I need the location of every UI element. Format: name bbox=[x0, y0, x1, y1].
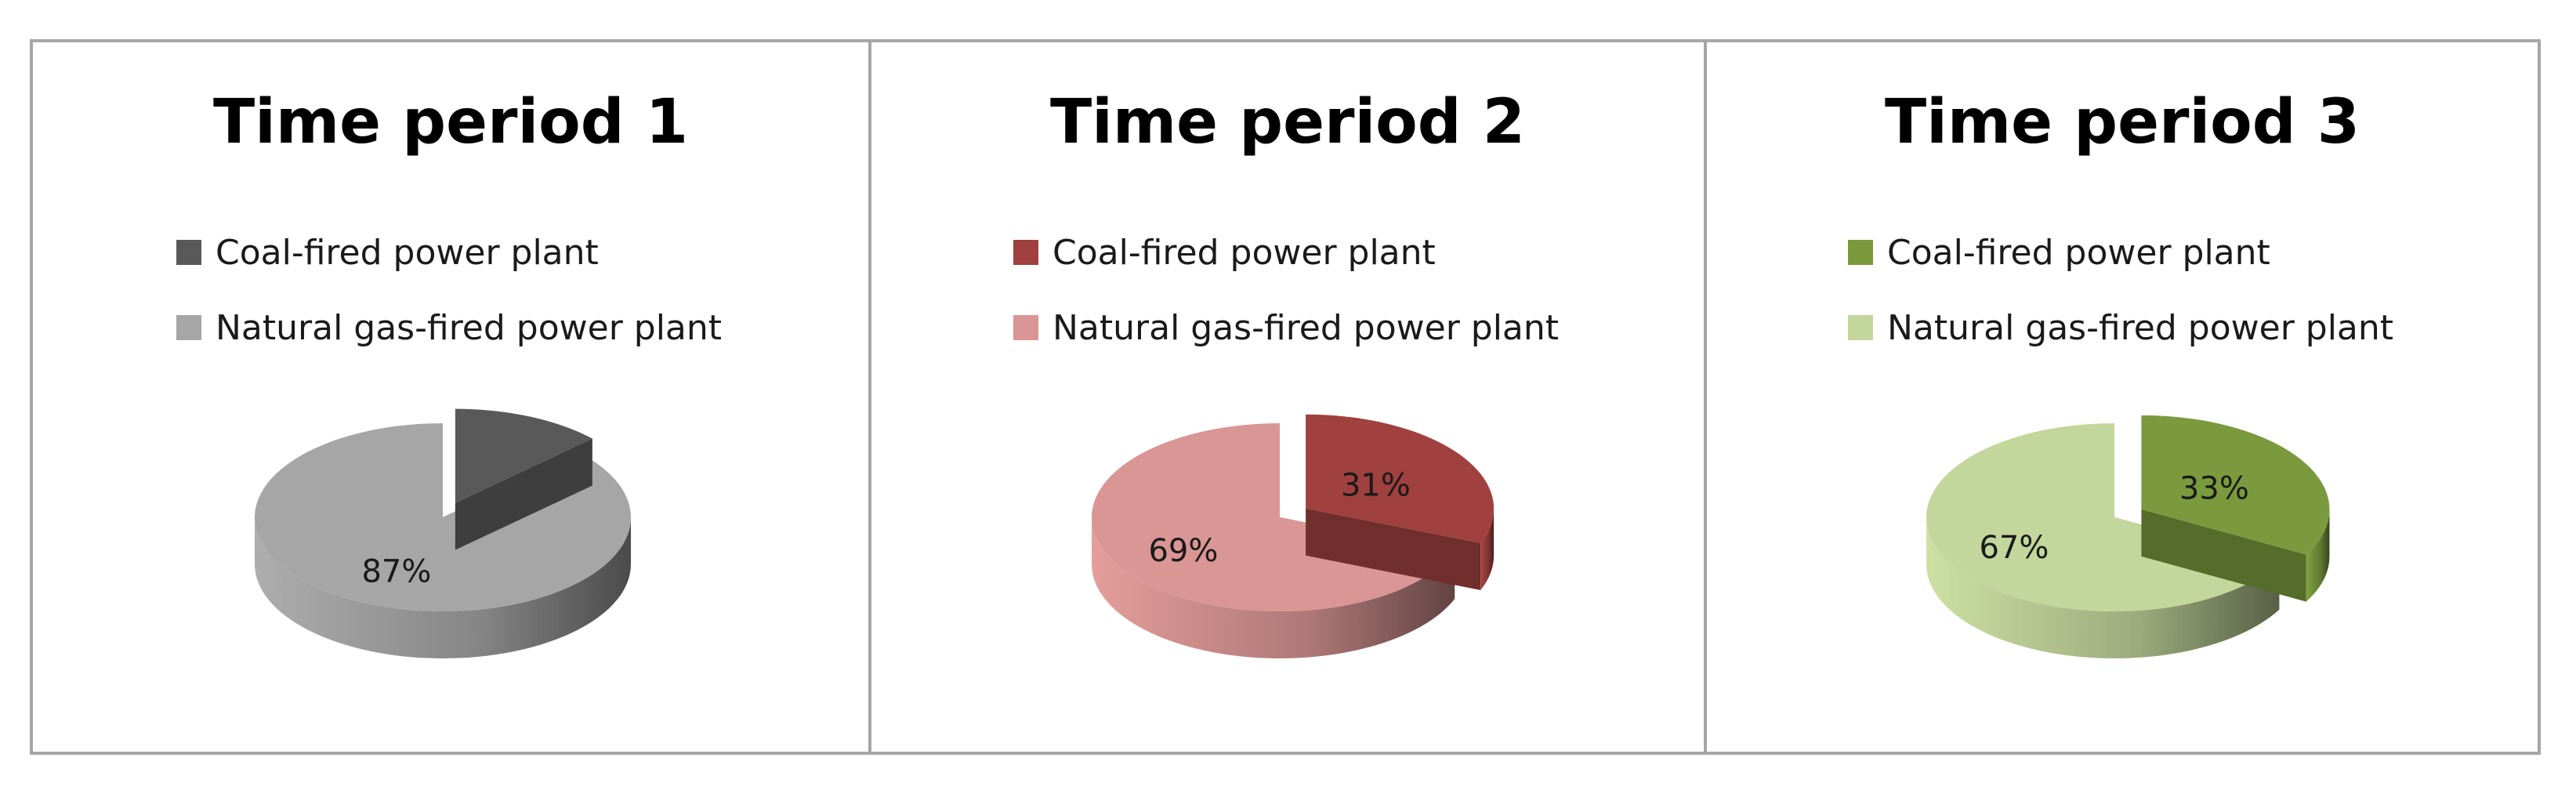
pie-slice-side bbox=[1480, 508, 1495, 590]
pie-slice-coal bbox=[2141, 415, 2330, 602]
legend: Coal-fired power plant Natural gas-fired… bbox=[176, 215, 725, 365]
legend-label-gas: Natural gas-fired power plant bbox=[216, 307, 723, 348]
pie-slice-side bbox=[255, 517, 631, 658]
data-label-gas: 87% bbox=[361, 553, 431, 589]
data-label-gas: 67% bbox=[1979, 530, 2049, 566]
legend-item-gas: Natural gas-fired power plant bbox=[1848, 290, 2397, 365]
legend: Coal-fired power plant Natural gas-fired… bbox=[1848, 215, 2397, 365]
pie-slice-coal bbox=[1306, 414, 1495, 590]
chart-title: Time period 1 bbox=[212, 87, 689, 158]
chart-title: Time period 3 bbox=[1884, 87, 2360, 158]
legend-item-coal: Coal-fired power plant bbox=[1848, 215, 2397, 290]
legend-label-coal: Coal-fired power plant bbox=[1887, 232, 2270, 273]
legend-label-coal: Coal-fired power plant bbox=[216, 232, 599, 273]
chart-panel-1: Time period 1 Coal-fired power plant Nat… bbox=[33, 42, 871, 752]
legend-item-coal: Coal-fired power plant bbox=[1013, 215, 1562, 290]
legend-swatch-gas bbox=[176, 315, 201, 340]
pie-slice-side bbox=[1092, 517, 1455, 658]
legend-swatch-coal bbox=[176, 240, 201, 265]
pie-chart: 33% 67% bbox=[1926, 415, 2330, 658]
pie-slice-top bbox=[455, 408, 592, 503]
legend-label-gas: Natural gas-fired power plant bbox=[1053, 307, 1560, 348]
legend-item-coal: Coal-fired power plant bbox=[176, 215, 725, 290]
pie-slice-top bbox=[2141, 415, 2330, 555]
chart-panel-3: Time period 3 Coal-fired power plant Nat… bbox=[1707, 42, 2538, 752]
pie-slice-side bbox=[1926, 517, 2280, 658]
chart-panel-2: Time period 2 Coal-fired power plant Nat… bbox=[871, 42, 1707, 752]
pie-slice-wall bbox=[1306, 508, 1481, 590]
pie-slice-wall bbox=[455, 438, 592, 550]
legend-swatch-gas bbox=[1848, 315, 1873, 340]
legend-swatch-coal bbox=[1013, 240, 1038, 265]
chart-title: Time period 2 bbox=[1049, 87, 1526, 158]
chart-frame: Time period 1 Coal-fired power plant Nat… bbox=[30, 39, 2541, 755]
legend-swatch-coal bbox=[1848, 240, 1873, 265]
legend-item-gas: Natural gas-fired power plant bbox=[176, 290, 725, 365]
legend-item-gas: Natural gas-fired power plant bbox=[1013, 290, 1562, 365]
legend-label-gas: Natural gas-fired power plant bbox=[1887, 307, 2394, 348]
pie-chart: 31% 69% bbox=[1092, 414, 1495, 658]
legend-swatch-gas bbox=[1013, 315, 1038, 340]
data-label-coal: 33% bbox=[2179, 470, 2249, 506]
data-label-coal: 31% bbox=[1341, 467, 1411, 503]
legend-label-coal: Coal-fired power plant bbox=[1053, 232, 1436, 273]
pie-slice-coal bbox=[455, 408, 592, 550]
pie-slice-wall bbox=[2141, 509, 2306, 602]
data-label-gas: 69% bbox=[1148, 533, 1218, 569]
pie-slice-top bbox=[255, 423, 631, 611]
pie-slice-side bbox=[2306, 509, 2330, 602]
legend: Coal-fired power plant Natural gas-fired… bbox=[1013, 215, 1562, 365]
pie-slice-top bbox=[1306, 414, 1495, 543]
pie-chart: 13%87% bbox=[255, 408, 631, 658]
